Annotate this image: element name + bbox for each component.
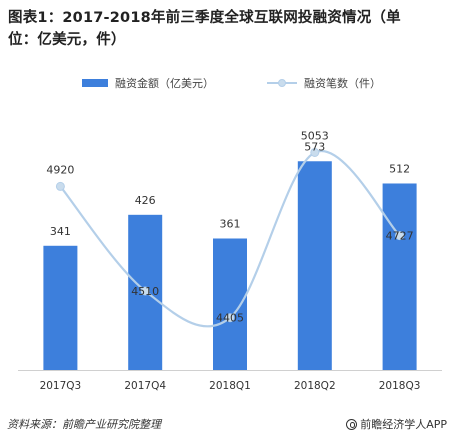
x-tick-label-2017Q3: 2017Q3	[40, 380, 82, 392]
legend-item-bar-series: 融资金额（亿美元）	[82, 75, 214, 91]
legend-line-marker	[278, 79, 286, 87]
legend-line-swatch	[267, 78, 297, 88]
x-tick-label-2017Q4: 2017Q4	[124, 380, 166, 392]
line-series-path	[59, 149, 401, 328]
chart-title-line-1: 图表1：2017-2018年前三季度全球互联网投融资情况（单	[8, 10, 401, 26]
bar-value-label-2018Q1: 361	[220, 217, 241, 230]
bar-2017Q3	[43, 245, 78, 370]
chart-title-line-2: 位：亿美元，件）	[8, 32, 126, 48]
bar-value-label-2017Q3: 341	[50, 225, 71, 238]
line-value-label-2018Q2: 5053	[301, 129, 329, 142]
line-marker-2018Q2	[310, 147, 320, 157]
chart-title: 图表1：2017-2018年前三季度全球互联网投融资情况（单 位：亿美元，件）	[8, 7, 448, 51]
line-value-label-2018Q3: 4727	[386, 230, 414, 243]
line-value-label-2017Q4: 4510	[131, 285, 159, 298]
bar-value-label-2018Q3: 512	[389, 162, 410, 175]
line-marker-2017Q4	[140, 286, 150, 296]
chart-legend: 融资金额（亿美元） 融资笔数（件）	[0, 73, 455, 93]
bar-value-label-2017Q4: 426	[135, 194, 156, 207]
bar-value-label-2018Q2: 573	[304, 140, 325, 153]
brand-name: 前瞻经济学人APP	[360, 418, 447, 431]
x-tick-label-2018Q3: 2018Q3	[379, 380, 421, 392]
brand-logo-icon	[346, 418, 358, 430]
line-marker-2018Q1	[225, 313, 235, 323]
bar-2018Q3	[382, 183, 417, 370]
x-tick-label-2018Q2: 2018Q2	[294, 380, 336, 392]
legend-label-line-series: 融资笔数（件）	[304, 77, 381, 90]
legend-bar-swatch	[82, 79, 108, 87]
source-note: 资料来源：前瞻产业研究院整理	[7, 418, 161, 431]
line-marker-2018Q3	[395, 231, 405, 241]
bar-2018Q2	[297, 161, 332, 370]
legend-item-line-series: 融资笔数（件）	[267, 75, 381, 91]
line-value-label-2017Q3: 4920	[46, 163, 74, 176]
legend-label-bar-series: 融资金额（亿美元）	[115, 77, 214, 90]
brand-credit: 前瞻经济学人APP	[346, 416, 447, 432]
x-tick-label-2018Q1: 2018Q1	[209, 380, 251, 392]
line-marker-2017Q3	[55, 181, 65, 191]
line-value-label-2018Q1: 4405	[216, 312, 244, 325]
